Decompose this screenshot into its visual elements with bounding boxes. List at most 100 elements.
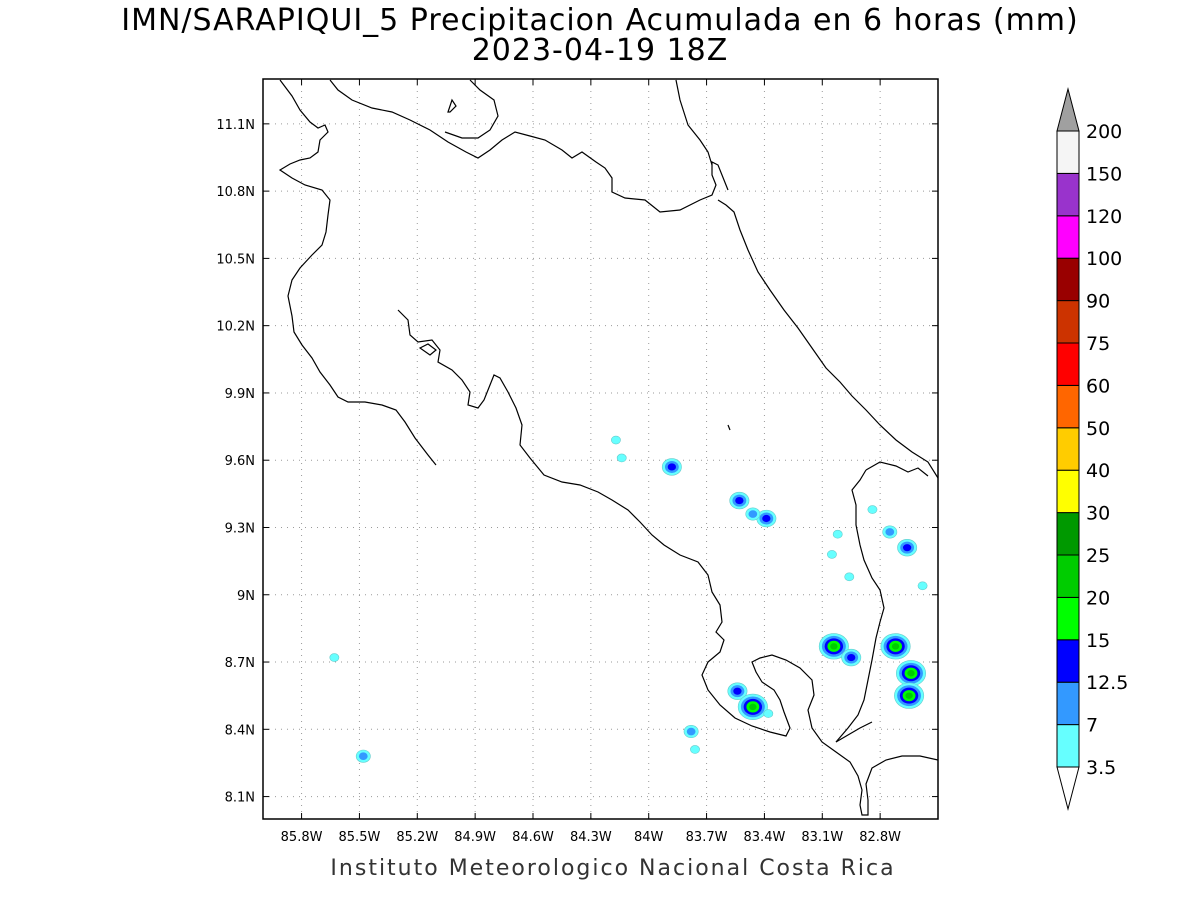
colorbar-level-label: 150 xyxy=(1086,163,1122,185)
precip-contour xyxy=(748,510,758,518)
colorbar-level-label: 75 xyxy=(1086,333,1110,355)
precip-contour xyxy=(358,752,368,761)
colorbar-over-arrow xyxy=(1056,87,1080,132)
colorbar-swatch xyxy=(1056,681,1080,726)
precip-contour xyxy=(830,643,838,650)
map-title: IMN/SARAPIQUI_5 Precipitacion Acumulada … xyxy=(121,3,1079,38)
precip-cell xyxy=(841,648,862,667)
precipitation-field xyxy=(329,435,928,763)
panama-border xyxy=(835,461,929,743)
precip-contour xyxy=(905,692,913,699)
nicaragua-border xyxy=(278,79,437,466)
precip-cell xyxy=(745,507,761,521)
lon-tick-label: 85.5W xyxy=(339,830,381,845)
colorbar-level-label: 7 xyxy=(1086,715,1098,737)
precip-contour xyxy=(733,687,742,695)
colorbar-swatch xyxy=(1056,512,1080,556)
colorbar-swatch xyxy=(1056,130,1080,174)
lon-tick-label: 83.4W xyxy=(744,830,786,845)
colorbar-swatch xyxy=(1056,257,1080,302)
precip-cell xyxy=(844,572,855,582)
precip-contour xyxy=(763,709,774,718)
precip-contour xyxy=(762,514,771,523)
colorbar-swatch xyxy=(1056,724,1080,768)
colorbar-level-label: 50 xyxy=(1086,418,1110,440)
colorbar-level-label: 90 xyxy=(1086,291,1110,313)
precip-contour xyxy=(690,745,700,754)
lat-tick-label: 9.9N xyxy=(225,387,255,402)
precip-contour xyxy=(616,453,627,463)
lon-tick-label: 85.2W xyxy=(396,830,438,845)
precip-cell xyxy=(661,458,682,476)
map-plot-area xyxy=(263,79,938,819)
lon-tick-label: 84W xyxy=(634,830,664,845)
precip-contour xyxy=(827,550,837,559)
caribbean-coast xyxy=(675,79,938,479)
precip-contour xyxy=(917,581,928,591)
map-frame xyxy=(262,78,939,820)
precip-cell xyxy=(616,453,627,463)
colorbar-swatch xyxy=(1056,300,1080,344)
precip-cell xyxy=(756,509,777,528)
precip-cell xyxy=(827,550,837,559)
colorbar-level-label: 120 xyxy=(1086,206,1122,228)
precip-cell xyxy=(867,505,878,514)
lat-tick-label: 10.2N xyxy=(216,320,255,335)
lat-tick-label: 8.1N xyxy=(225,791,255,806)
precip-cell xyxy=(683,725,699,739)
colorbar-level-label: 20 xyxy=(1086,587,1110,609)
burica-coast xyxy=(835,721,873,743)
precip-cell xyxy=(690,745,700,754)
colorbar-swatch xyxy=(1056,639,1080,683)
precip-contour xyxy=(891,643,900,650)
lat-tick-label: 9N xyxy=(237,589,255,604)
precip-cell xyxy=(737,693,768,720)
colorbar-swatch xyxy=(1056,596,1080,641)
precip-contour xyxy=(667,463,676,471)
lat-tick-label: 11.1N xyxy=(216,118,255,133)
map-subtitle-date: 2023-04-19 18Z xyxy=(471,33,729,68)
precip-contour xyxy=(686,727,696,736)
lon-tick-label: 84.9W xyxy=(454,830,496,845)
precip-cell xyxy=(818,633,849,660)
precip-cell xyxy=(832,529,843,539)
lon-tick-label: 84.6W xyxy=(512,830,554,845)
colorbar-swatch xyxy=(1056,384,1080,429)
precip-contour xyxy=(903,544,912,552)
precip-cell xyxy=(895,660,927,687)
nicaragua-north-border xyxy=(329,79,729,213)
precip-cell xyxy=(329,653,340,662)
precip-cell xyxy=(882,525,898,539)
precip-contour xyxy=(844,572,855,582)
precip-cell xyxy=(611,435,621,445)
precip-cell xyxy=(897,538,918,557)
colorbar-swatch xyxy=(1056,215,1080,259)
precip-contour xyxy=(832,529,843,539)
precip-contour xyxy=(907,670,915,677)
coastlines xyxy=(278,79,938,816)
lon-tick-label: 83.1W xyxy=(801,830,843,845)
lon-tick-label: 85.8W xyxy=(281,830,323,845)
lat-tick-label: 10.8N xyxy=(216,185,255,200)
precip-contour xyxy=(735,496,744,505)
colorbar-level-label: 60 xyxy=(1086,375,1110,397)
precip-cell xyxy=(729,491,750,510)
lat-tick-label: 8.7N xyxy=(225,656,255,671)
precip-cell xyxy=(727,682,748,700)
colorbar-swatch xyxy=(1056,172,1080,217)
colorbar-legend: 3.5 7 12.5 15 20 25 30 40 50 60 75 90 100 120 150 200 xyxy=(1056,87,1128,811)
colorbar-level-label: 30 xyxy=(1086,503,1110,525)
precip-contour xyxy=(867,505,878,514)
lat-tick-label: 9.6N xyxy=(225,454,255,469)
precip-contour xyxy=(611,435,621,445)
lon-tick-label: 84.3W xyxy=(570,830,612,845)
colorbar-swatch xyxy=(1056,427,1080,471)
lat-tick-label: 9.3N xyxy=(225,521,255,536)
precip-cell xyxy=(880,633,911,660)
precip-contour xyxy=(329,653,340,662)
precip-contour xyxy=(749,703,757,711)
colorbar-swatch xyxy=(1056,469,1080,514)
colorbar-level-label: 12.5 xyxy=(1086,672,1128,694)
nicoya-island xyxy=(418,343,437,356)
